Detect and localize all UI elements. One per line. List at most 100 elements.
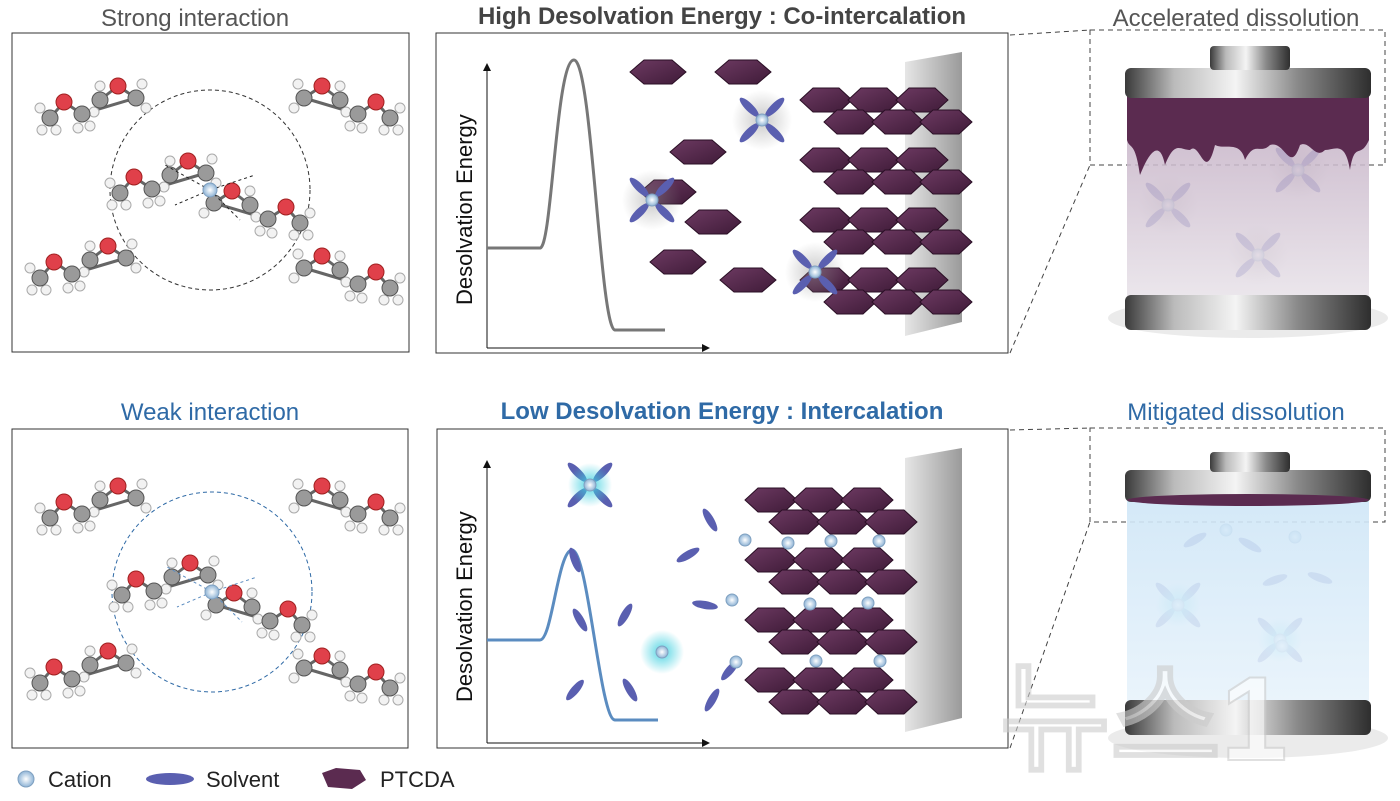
hydrogen-atom [256, 627, 268, 639]
solvation-shell-weak [111, 491, 313, 693]
carbon-atom [291, 214, 309, 232]
ptcda-molecule [714, 59, 772, 85]
ptcda-molecule [919, 229, 973, 255]
carbon-atom [331, 661, 349, 679]
hydrogen-atom [244, 185, 256, 197]
cation [204, 584, 220, 600]
hydrogen-atom [26, 284, 38, 296]
carbon-atom [117, 654, 135, 672]
carbon-atom [73, 105, 91, 123]
carbon-atom [349, 675, 367, 693]
carbon-atom [293, 616, 311, 634]
hydrogen-atom [254, 225, 266, 237]
oxygen-atom [127, 570, 145, 588]
hydrogen-atom [74, 685, 86, 697]
ptcda-molecule [768, 509, 822, 535]
hydrogen-atom [72, 522, 84, 534]
solvent-molecule [702, 508, 718, 532]
oxygen-atom [367, 93, 385, 111]
energy-axes-top [483, 63, 710, 352]
ptcda-molecule [744, 487, 798, 513]
hydrogen-atom [136, 78, 148, 90]
solvent-molecule [739, 123, 759, 143]
hydrogen-atom [50, 524, 62, 536]
carbon-atom [243, 598, 261, 616]
ptcda-molecule [847, 87, 901, 113]
hydrogen-atom [154, 195, 166, 207]
hydrogen-atom [344, 520, 356, 532]
hydrogen-atom [144, 599, 156, 611]
carbon-atom [63, 670, 81, 688]
solvent-molecule [569, 547, 581, 573]
ptcda-molecule [792, 607, 846, 633]
oxygen-atom [367, 263, 385, 281]
oxygen-atom [225, 584, 243, 602]
solvent-molecule [622, 678, 638, 702]
carbon-atom [41, 109, 59, 127]
hydrogen-atom [268, 629, 280, 641]
carbon-atom [127, 489, 145, 507]
hydrogen-atom [206, 153, 218, 165]
hydrogen-atom [198, 207, 210, 219]
hydrogen-atom [334, 80, 346, 92]
hydrogen-atom [140, 502, 152, 514]
carbon-atom [117, 249, 135, 267]
solvent-molecule [629, 177, 649, 197]
dme-solvent-molecule [200, 584, 318, 643]
hydrogen-atom [36, 124, 48, 136]
hydrogen-atom [142, 197, 154, 209]
solvent-molecule [617, 603, 633, 627]
solvent-molecule [692, 600, 718, 610]
ptcda-molecule [840, 607, 894, 633]
dme-solvent-molecule [288, 647, 406, 706]
electrode-bottom [905, 448, 962, 732]
hydrogen-atom [340, 276, 352, 288]
ptcda-molecule [919, 169, 973, 195]
hydrogen-atom [302, 229, 314, 241]
hydrogen-atom [334, 250, 346, 262]
hydrogen-atom [24, 667, 36, 679]
hydrogen-atom [40, 284, 52, 296]
hydrogen-atom [394, 502, 406, 514]
ptcda-molecule [823, 169, 877, 195]
ptcda-molecule [864, 689, 918, 715]
carbon-atom [63, 265, 81, 283]
cation [781, 536, 795, 550]
hydrogen-atom [334, 480, 346, 492]
low-desolvation-panel [436, 428, 1009, 749]
carbon-atom [163, 568, 181, 586]
solvent-molecule [655, 203, 675, 223]
hydrogen-atom [36, 524, 48, 536]
carbon-atom [41, 509, 59, 527]
ptcda-molecule [864, 509, 918, 535]
hydrogen-atom [26, 689, 38, 701]
ptcda-molecule [847, 207, 901, 233]
solvent-molecule [704, 688, 720, 712]
hydrogen-atom [126, 238, 138, 250]
carbon-atom [241, 196, 259, 214]
hydrogen-atom [306, 609, 318, 621]
oxygen-atom [109, 77, 127, 95]
ptcda-molecule [799, 207, 853, 233]
hydrogen-atom [140, 102, 152, 114]
ptcda-molecule [744, 607, 798, 633]
carbon-atom [331, 261, 349, 279]
oxygen-atom [45, 253, 63, 271]
carbon-atom [199, 566, 217, 584]
cation [803, 597, 817, 611]
oxygen-atom [277, 198, 295, 216]
ptcda-molecule [792, 487, 846, 513]
ptcda-molecule [684, 209, 742, 235]
hydrogen-atom [340, 106, 352, 118]
solvent-molecule [739, 97, 759, 117]
carbon-atom [81, 656, 99, 674]
legend-ptcda-icon [322, 768, 366, 789]
hydrogen-atom [158, 181, 170, 193]
coordination-bond [166, 566, 213, 593]
hydrogen-atom [292, 248, 304, 260]
legend-solvent-icon [146, 773, 194, 785]
oxygen-atom [55, 93, 73, 111]
oxygen-atom [367, 663, 385, 681]
carbon-atom [31, 269, 49, 287]
